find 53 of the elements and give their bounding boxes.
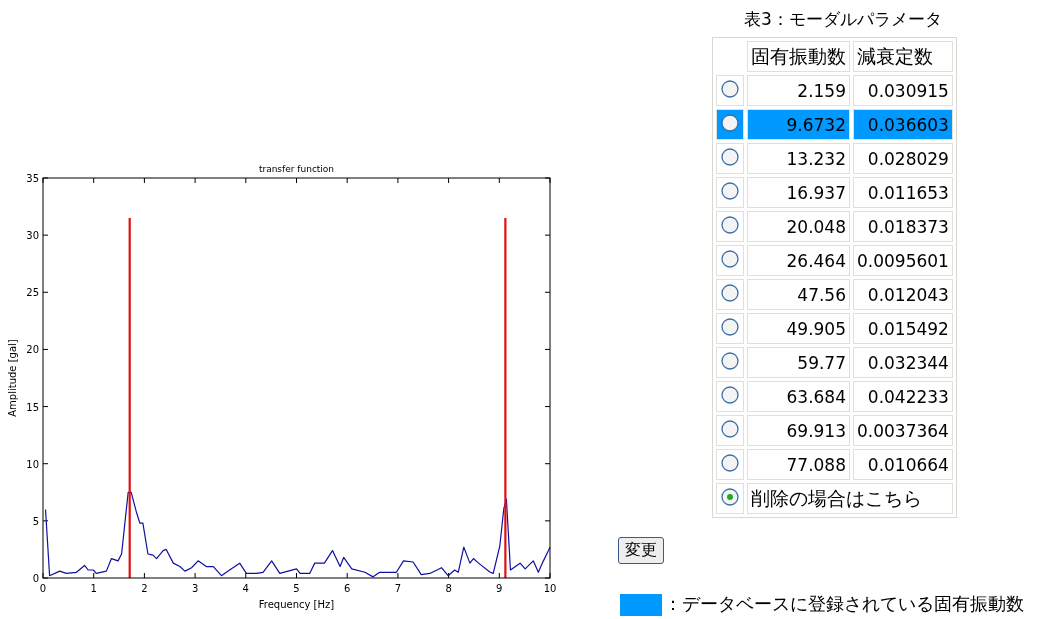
text: 減衰定数 [853,41,953,72]
text: 0.018373 [853,211,953,242]
text: 20.048 [747,211,850,242]
y-tick-label: 35 [26,173,39,184]
y-tick-label: 20 [26,344,39,356]
text: 0.042233 [853,381,953,412]
text: 0.0037364 [853,415,953,446]
x-axis-title: Frequency [Hz] [258,599,335,610]
x-tick-label: 1 [90,583,97,594]
text: ：データベースに登録されている固有振動数 [664,593,1024,614]
x-tick-label: 0 [39,583,47,594]
text: 2.159 [747,75,850,106]
text: 9.6732 [747,109,850,140]
text: 削除の場合はこちら [747,483,953,514]
y-tick-label: 0 [32,573,39,584]
x-tick-label: 2 [141,583,148,594]
text: 0.032344 [853,347,953,378]
x-tick-label: 8 [445,583,452,594]
text: 0.030915 [853,75,953,106]
text: 77.088 [747,449,850,480]
text: 0.0095601 [853,245,953,276]
y-axis-title: Amplitude [gal] [7,339,18,417]
text: 26.464 [747,245,850,276]
line-series [44,491,551,578]
x-tick-label: 5 [293,583,300,594]
text: 0.010664 [853,449,953,480]
text: 47.56 [747,279,850,310]
y-tick-label: 30 [26,230,39,242]
text: 0.012043 [853,279,953,310]
text: 表3：モーダルパラメータ [743,8,943,31]
chart-title: transfer function [258,164,335,174]
text: 固有振動数 [747,41,850,72]
y-tick-label: 25 [26,287,39,299]
x-tick-label: 4 [242,583,249,594]
x-tick-label: 3 [191,583,199,594]
text: 0.028029 [853,143,953,174]
text: 変更 [618,537,664,564]
text: 63.684 [747,381,850,412]
y-tick-label: 15 [26,401,39,413]
text: 16.937 [747,177,850,208]
text: 0.011653 [853,177,953,208]
text: 69.913 [747,415,850,446]
y-tick-label: 10 [26,458,39,470]
y-tick-label: 5 [32,515,39,527]
text: 13.232 [747,143,850,174]
x-tick-label: 9 [496,583,503,594]
text: 59.77 [747,347,850,378]
text: 0.036603 [853,109,953,140]
text: 49.905 [747,313,850,344]
x-tick-label: 7 [394,583,402,594]
text: 0.015492 [853,313,953,344]
x-tick-label: 10 [543,583,557,594]
x-tick-label: 6 [344,583,351,594]
